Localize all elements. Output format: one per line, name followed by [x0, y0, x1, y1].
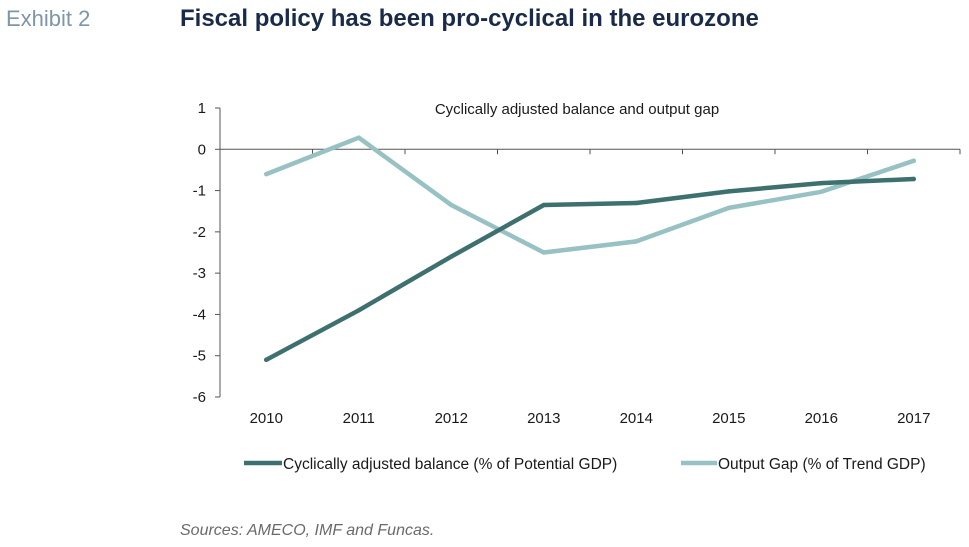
chart-axes: 1 0 -1 -2 -3 -4 -5 -6 2010 2011 2012 2013 2014 2015 20… [193, 100, 961, 427]
x-tick-label: 2015 [712, 410, 745, 427]
data-point [819, 180, 824, 186]
legend-label: Cyclically adjusted balance (% of Potent… [283, 456, 617, 473]
data-point [264, 357, 269, 363]
data-point [449, 202, 454, 208]
data-point [634, 239, 639, 244]
exhibit-label: Exhibit 2 [6, 6, 91, 31]
y-tick-label: -5 [193, 348, 206, 365]
y-tick-label: -4 [193, 306, 206, 323]
chart-title: Cyclically adjusted balance and output g… [435, 101, 719, 118]
legend-item: Cyclically adjusted balance (% of Potent… [244, 456, 617, 473]
data-point [356, 135, 361, 140]
data-point [634, 200, 639, 206]
y-tick-label: -1 [193, 183, 206, 200]
x-tick-label: 2016 [805, 410, 838, 427]
legend-label: Output Gap (% of Trend GDP) [718, 456, 926, 473]
legend-item: Output Gap (% of Trend GDP) [681, 456, 926, 473]
y-tick-label: 0 [198, 141, 206, 158]
x-tick-label: 2017 [897, 410, 930, 427]
series-line [264, 176, 917, 363]
x-tick-label: 2011 [343, 410, 375, 427]
y-tick-label: -3 [193, 265, 206, 282]
x-tick-label: 2012 [435, 410, 468, 427]
x-tick-label: 2014 [620, 410, 653, 427]
data-point [264, 171, 269, 177]
y-tick-label: -6 [193, 389, 206, 406]
legend: Cyclically adjusted balance (% of Potent… [244, 456, 926, 473]
source-note: Sources: AMECO, IMF and Funcas. [180, 522, 435, 539]
data-point [819, 189, 824, 195]
series-1 [264, 135, 917, 255]
x-tick-label: 2013 [527, 410, 560, 427]
data-point [541, 250, 546, 255]
series-layer [264, 135, 917, 363]
data-point [911, 158, 916, 164]
page-title: Fiscal policy has been pro-cyclical in t… [180, 5, 759, 32]
data-point [449, 254, 454, 259]
data-point [726, 205, 731, 211]
y-tick-label: 1 [198, 100, 206, 117]
data-point [726, 189, 731, 194]
series-line [264, 135, 917, 255]
y-tick-label: -2 [193, 224, 206, 241]
data-point [911, 176, 916, 182]
series-0 [264, 176, 917, 363]
x-tick-label: 2010 [250, 410, 283, 427]
data-point [356, 308, 361, 313]
data-point [541, 202, 546, 208]
